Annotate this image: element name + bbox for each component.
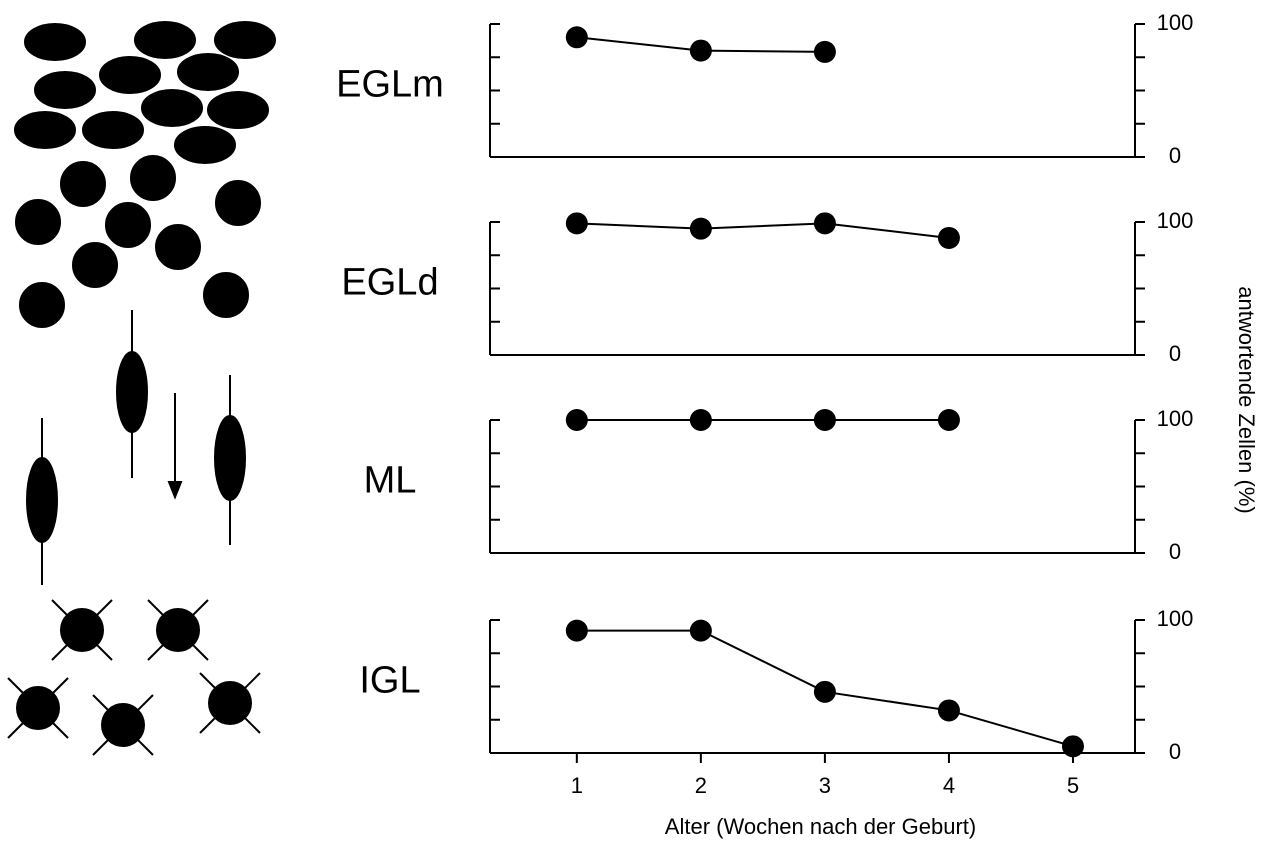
data-point <box>690 620 712 642</box>
y-tick-label: 0 <box>1169 539 1181 564</box>
data-line <box>577 223 949 238</box>
data-point <box>566 409 588 431</box>
data-point <box>938 409 960 431</box>
x-tick-label: 3 <box>819 773 831 798</box>
data-point <box>566 26 588 48</box>
data-point <box>566 212 588 234</box>
data-point <box>814 681 836 703</box>
x-tick-label: 1 <box>571 773 583 798</box>
x-tick-label: 5 <box>1067 773 1079 798</box>
data-point <box>690 218 712 240</box>
data-point <box>814 409 836 431</box>
illustration <box>8 22 275 755</box>
y-tick-label: 100 <box>1157 606 1194 631</box>
data-point <box>814 212 836 234</box>
panel-label: EGLm <box>336 64 444 106</box>
x-tick-label: 4 <box>943 773 955 798</box>
data-point <box>938 227 960 249</box>
y-tick-label: 0 <box>1169 341 1181 366</box>
y-tick-label: 0 <box>1169 143 1181 168</box>
panel-label: EGLd <box>341 262 438 304</box>
data-point <box>690 409 712 431</box>
x-tick-label: 2 <box>695 773 707 798</box>
y-tick-label: 100 <box>1157 208 1194 233</box>
data-point <box>814 41 836 63</box>
figure: EGLm 0 100 EGLd 0 100 ML 0 100 IGL 0 100 1 2 3 4 5 Alter … <box>0 0 1270 845</box>
data-point <box>690 40 712 62</box>
y-tick-label: 0 <box>1169 739 1181 764</box>
y-axis-title: antwortende Zellen (%) <box>1234 286 1259 513</box>
panel-label: IGL <box>359 660 420 702</box>
data-point <box>566 620 588 642</box>
data-point <box>1062 735 1084 757</box>
y-tick-label: 100 <box>1157 10 1194 35</box>
data-point <box>938 699 960 721</box>
panel-label: ML <box>364 460 417 502</box>
y-tick-label: 100 <box>1157 406 1194 431</box>
x-axis-title: Alter (Wochen nach der Geburt) <box>665 814 976 839</box>
